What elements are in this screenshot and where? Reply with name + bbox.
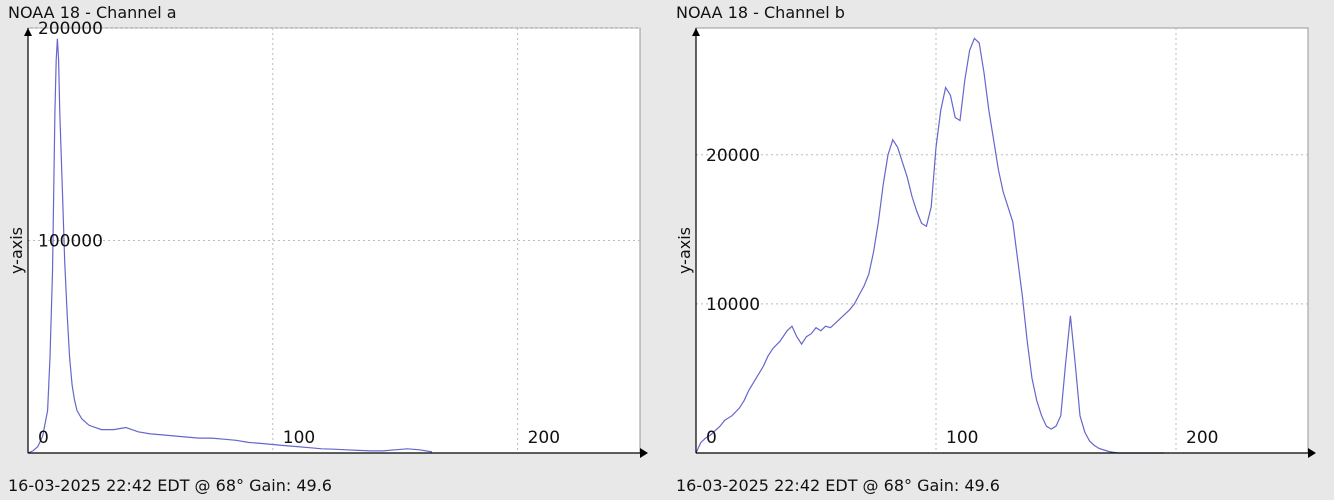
y-axis-arrow: [692, 28, 700, 36]
x-axis-arrow: [1308, 448, 1316, 458]
chart-title: NOAA 18 - Channel a: [8, 3, 177, 22]
y-tick-label: 100000: [38, 232, 103, 252]
x-axis-arrow: [640, 448, 648, 458]
chart-footer: 16-03-2025 22:42 EDT @ 68° Gain: 49.6: [8, 476, 332, 495]
y-axis-arrow: [24, 28, 32, 36]
x-tick-label: 200: [1186, 428, 1218, 448]
x-tick-label: 0: [706, 428, 717, 448]
chart-plot-channel-b: 0 100 200 10000 20000 y-axis: [675, 27, 1316, 458]
series-line: [27, 38, 433, 454]
x-tick-label: 0: [38, 428, 49, 448]
chart-title: NOAA 18 - Channel b: [676, 3, 845, 22]
y-axis-label: y-axis: [675, 227, 694, 274]
x-tick-label: 100: [946, 428, 978, 448]
chart-plot-channel-a: 0 100 200 100000 200000 y-axis: [7, 19, 648, 458]
chart-panel-channel-a: NOAA 18 - Channel a 0 100 200 100000 200000 y…: [0, 0, 660, 500]
series-line: [695, 37, 1164, 454]
plot-area: [695, 27, 1309, 454]
x-tick-label: 100: [283, 428, 315, 448]
chart-footer: 16-03-2025 22:42 EDT @ 68° Gain: 49.6: [676, 476, 1000, 495]
y-tick-label: 20000: [706, 146, 760, 166]
y-tick-label: 200000: [38, 19, 103, 39]
x-tick-label: 200: [528, 428, 560, 448]
y-axis-label: y-axis: [7, 227, 26, 274]
chart-panel-channel-b: NOAA 18 - Channel b 0 100 200 10000 20000 y-a…: [668, 0, 1328, 500]
y-tick-label: 10000: [706, 295, 760, 315]
